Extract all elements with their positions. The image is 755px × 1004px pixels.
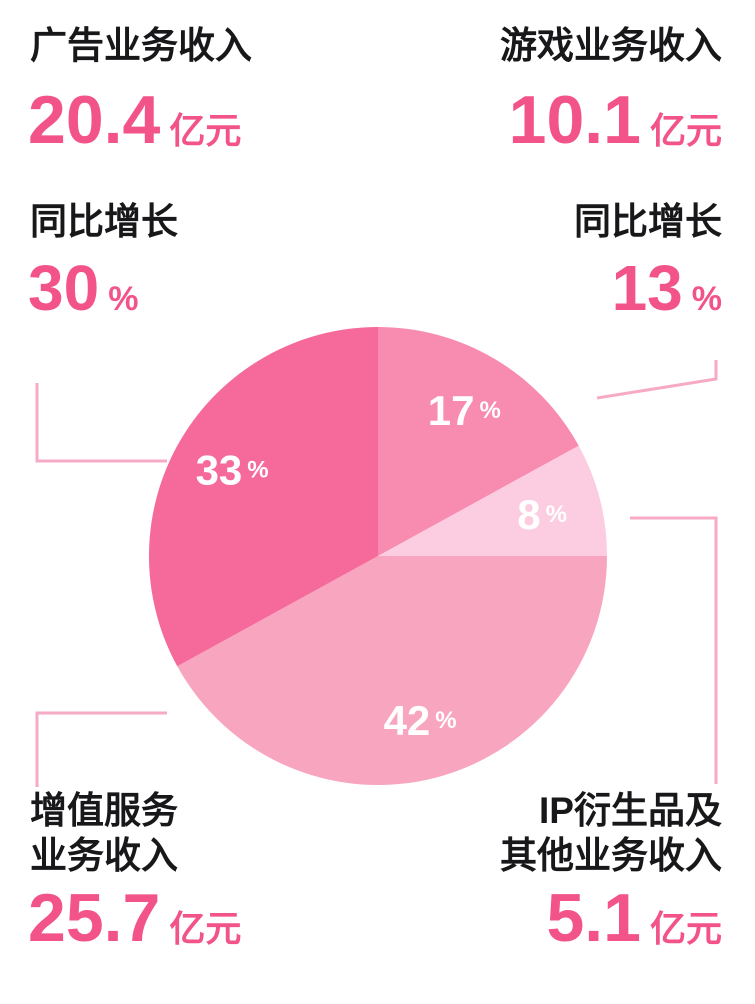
stat-ip-title: IP衍生品及 其他业务收入 [500, 788, 722, 878]
stat-vas-number: 25.7 [28, 880, 161, 956]
stat-ip-unit: 亿元 [649, 908, 722, 949]
connector-lines [35, 360, 718, 787]
stat-ad-growth-number: 30 [28, 252, 100, 324]
pie-label-17: 17% [428, 387, 501, 434]
stat-game-number: 10.1 [508, 82, 641, 158]
stat-ip-value: 5.1 亿元 [546, 884, 722, 952]
stat-ad-growth-value: 30 % [28, 256, 138, 320]
stat-vas-unit: 亿元 [169, 908, 242, 949]
stat-ip-title-line2: 其他业务收入 [500, 835, 722, 877]
pie-slice-8 [378, 445, 607, 556]
connector-game-to-17 [596, 360, 718, 400]
stat-vas-title: 增值服务 业务收入 [30, 788, 178, 878]
pie-slice-labels: 17 % 8 % 42 % 33% [196, 387, 567, 744]
stat-ip-title-line1: IP衍生品及 [539, 790, 722, 831]
connector-vas-to-42 [35, 711, 167, 787]
stat-game-growth-value: 13 % [612, 256, 722, 320]
stat-ad-value: 20.4 亿元 [28, 86, 241, 154]
stat-vas-value: 25.7 亿元 [28, 884, 241, 952]
pie-slice-42 [177, 556, 608, 786]
stat-game-growth-label: 同比增长 [574, 201, 722, 242]
pie-label-42: 42% [384, 697, 457, 744]
pie-slice-33 [148, 327, 378, 667]
stat-ip-number: 5.1 [546, 880, 641, 956]
pie-label-33: 33% [196, 446, 269, 493]
stat-game-unit: 亿元 [649, 110, 722, 151]
connector-ad-to-33 [35, 383, 167, 463]
connector-ip-to-8 [630, 516, 718, 784]
pie-slice-17 [378, 327, 579, 556]
stat-game-value: 10.1 亿元 [509, 86, 722, 154]
stat-ad-number: 20.4 [28, 82, 161, 158]
pie-label-8: 8% [517, 490, 567, 537]
stat-game-growth-number: 13 [611, 252, 683, 324]
stat-game-growth-unit: % [691, 280, 722, 318]
stat-ad-growth-label: 同比增长 [30, 201, 178, 242]
stat-vas-title-line1: 增值服务 [30, 790, 178, 831]
stat-ad-unit: 亿元 [169, 110, 242, 151]
stat-ad-growth-unit: % [108, 280, 139, 318]
stat-vas-title-line2: 业务收入 [30, 835, 178, 877]
pie-slices [148, 327, 608, 786]
stat-game-title: 游戏业务收入 [500, 25, 722, 66]
stat-ad-title: 广告业务收入 [30, 25, 252, 66]
